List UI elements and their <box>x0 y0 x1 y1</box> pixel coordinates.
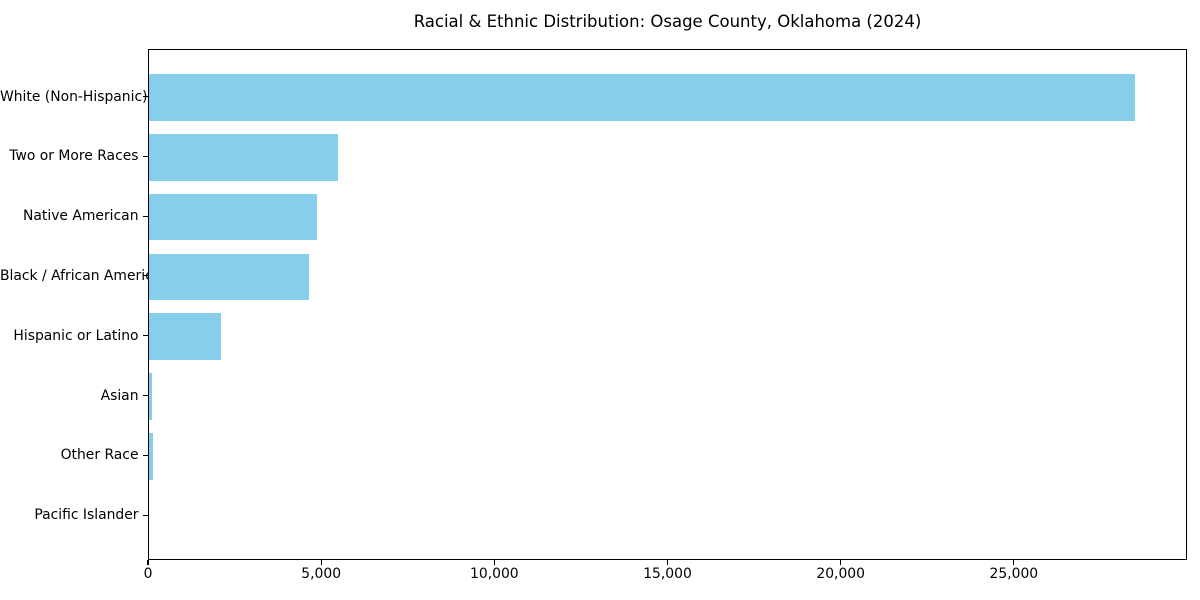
y-tick-mark <box>143 394 148 397</box>
y-tick-mark <box>143 454 148 456</box>
y-axis-label-asian: Asian <box>100 387 139 404</box>
y-tick-mark <box>143 335 148 337</box>
bar-asian <box>149 373 152 420</box>
y-tick-mark <box>143 275 148 277</box>
y-tick-mark <box>143 95 148 98</box>
bar-black-african-american <box>149 253 309 301</box>
x-tick-label: 0 <box>143 566 153 583</box>
y-tick-mark <box>143 514 148 516</box>
bar-other-race <box>149 433 153 480</box>
y-tick-mark <box>143 155 148 157</box>
y-axis-label-other-race: Other Race <box>60 447 139 464</box>
bar-native-american <box>149 193 318 241</box>
y-axis-label-black-african-american: Black / African American <box>0 267 171 284</box>
y-axis-label-pacific-islander: Pacific Islander <box>34 507 139 524</box>
x-tick-mark <box>666 560 669 565</box>
y-axis-label-hispanic-or-latino: Hispanic or Latino <box>13 327 139 344</box>
x-tick-label: 10,000 <box>470 566 519 583</box>
x-tick-mark <box>320 560 322 565</box>
x-tick-label: 20,000 <box>816 566 865 583</box>
y-axis-label-two-or-more-races: Two or More Races <box>9 148 139 165</box>
y-axis-label-native-american: Native American <box>23 208 139 225</box>
bar-hispanic-or-latino <box>149 313 222 360</box>
bar-white-non-hispanic <box>149 74 1136 121</box>
bar-two-or-more-races <box>149 134 339 181</box>
x-tick-mark <box>147 560 149 565</box>
x-tick-mark <box>840 560 842 565</box>
x-tick-label: 25,000 <box>989 566 1039 583</box>
x-tick-mark <box>1013 560 1015 565</box>
x-tick-label: 5,000 <box>301 566 342 583</box>
x-tick-mark <box>493 560 495 565</box>
y-tick-mark <box>143 215 148 217</box>
y-axis-label-white-non-hispanic: White (Non-Hispanic) <box>0 88 148 105</box>
chart-title: Racial & Ethnic Distribution: Osage Coun… <box>413 12 922 31</box>
x-tick-label: 15,000 <box>643 566 692 583</box>
plot-area <box>148 49 1187 560</box>
